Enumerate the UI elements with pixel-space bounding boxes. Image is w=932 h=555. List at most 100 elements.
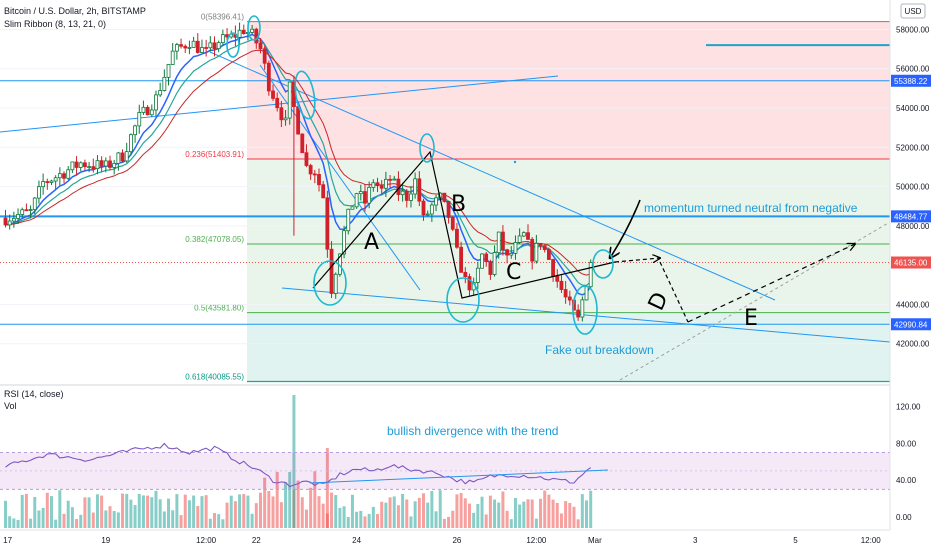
volume-bar [376, 514, 380, 528]
candle [241, 24, 246, 35]
candle-body [417, 178, 422, 202]
fib-level-label: 0.382(47078.05) [185, 235, 244, 244]
candle-body [584, 286, 589, 301]
currency-button[interactable]: USD [900, 3, 926, 19]
candle [413, 172, 418, 199]
candle-body [383, 178, 388, 189]
volume-title[interactable]: Vol [4, 401, 17, 411]
volume-bar [8, 516, 12, 528]
volume-bar [12, 518, 16, 528]
volume-bar [91, 512, 95, 528]
price-tick-label: 56000.00 [896, 65, 930, 74]
volume-bar [116, 512, 120, 528]
candle [517, 228, 522, 245]
circle-markups[interactable] [226, 15, 614, 335]
trend-line-fan[interactable] [259, 64, 421, 291]
horizontal-levels[interactable] [0, 44, 890, 325]
candle [480, 253, 484, 269]
candle-body [475, 267, 480, 283]
candle-body [204, 47, 209, 49]
volume-bar [589, 490, 593, 528]
candle [375, 177, 380, 193]
fibonacci-retracement[interactable]: 0(58396.41) 0.236(51403.91) 0.382(47078.05… [185, 13, 890, 383]
time-axis[interactable] [0, 530, 932, 550]
volume-bar [304, 509, 308, 528]
candle-body [530, 238, 535, 262]
wave-path-abc[interactable] [312, 150, 616, 299]
candle-body [459, 246, 464, 273]
candle [467, 273, 472, 297]
candle-body [66, 169, 71, 179]
candle [16, 208, 20, 225]
volume-bar [137, 493, 141, 528]
circle-low-c[interactable] [446, 277, 480, 323]
time-tick-label: 26 [452, 536, 461, 545]
candle-body [83, 162, 87, 168]
candle-body [542, 245, 547, 251]
volume-bar [434, 511, 438, 528]
wave-arrow-e[interactable] [687, 244, 855, 323]
circle-lower-high[interactable] [292, 70, 318, 120]
candle [463, 267, 468, 284]
legend[interactable]: Bitcoin / U.S. Dollar, 2h, BITSTAMP Slim… [4, 6, 146, 411]
fib-level-label: 0.5(43581.80) [194, 304, 244, 313]
candle-body [317, 174, 321, 186]
volume-bar [472, 512, 476, 528]
candle-body [505, 249, 510, 256]
candle-body [250, 28, 255, 33]
trend-line-support[interactable] [281, 287, 891, 343]
volume-bar [121, 493, 125, 528]
ribbon-ema-21 [5, 49, 591, 276]
circle-low-a[interactable] [313, 260, 347, 306]
indicator-title[interactable]: Slim Ribbon (8, 13, 21, 0) [4, 19, 106, 29]
rsi-divergence-line[interactable] [309, 469, 609, 484]
candle [174, 42, 179, 60]
fib-zone-1 [247, 159, 890, 244]
time-tick-label: 12:00 [196, 536, 217, 545]
candle-body [112, 162, 117, 168]
hand-arrow-momentum[interactable] [610, 199, 641, 258]
time-tick-label: 24 [352, 536, 361, 545]
rsi-title[interactable]: RSI (14, close) [4, 389, 64, 399]
volume-bar [342, 506, 346, 528]
volume-bar [543, 490, 547, 528]
volume-bar [258, 492, 262, 528]
candle-body [517, 235, 522, 243]
volume-bar [476, 503, 480, 528]
elliott-wave-drawing[interactable] [312, 150, 855, 323]
volume-bar [396, 505, 400, 528]
circle-fakeout[interactable] [572, 285, 598, 335]
circle-top-peak[interactable] [247, 15, 261, 41]
candle-body [404, 190, 409, 201]
candle [124, 142, 129, 163]
volume-bar [221, 519, 225, 528]
symbol-title[interactable]: Bitcoin / U.S. Dollar, 2h, BITSTAMP [4, 6, 146, 16]
candle-body [179, 44, 183, 47]
candle-body [375, 182, 380, 187]
candle [11, 211, 16, 228]
candle [484, 252, 489, 267]
circle-momentum[interactable] [592, 249, 614, 279]
candle-body [421, 200, 426, 216]
volume-bar [367, 513, 371, 528]
price-tick-label: 44000.00 [896, 300, 930, 309]
candle-body [567, 296, 572, 301]
circle-high-b[interactable] [419, 133, 435, 163]
volume-bar [522, 501, 526, 528]
candle-body [538, 242, 543, 247]
volume-bar [183, 494, 187, 528]
price-badge: 55388.22 [891, 74, 931, 87]
circle-top-left[interactable] [226, 32, 240, 58]
volume-bar [338, 507, 342, 528]
volume-bar [125, 493, 129, 528]
volume-bar [167, 498, 171, 528]
candle-body [7, 220, 12, 226]
wave-arrow-to-d[interactable] [614, 258, 660, 262]
trend-line-falling-channel[interactable] [209, 51, 776, 301]
candle-body [312, 173, 317, 176]
volume-bar [405, 499, 409, 528]
candle-body [158, 90, 163, 96]
candle [317, 168, 321, 192]
